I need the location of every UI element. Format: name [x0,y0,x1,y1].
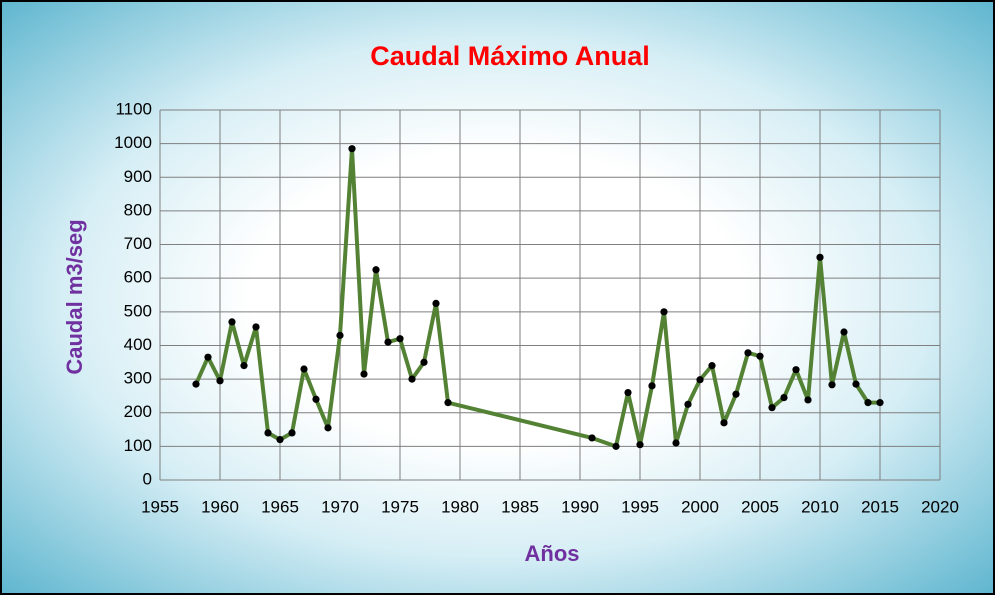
y-tick-label: 800 [124,200,152,219]
y-tick-label: 100 [124,436,152,455]
data-point [804,396,812,404]
x-tick-label: 2015 [861,497,899,516]
x-tick-label: 1975 [381,497,419,516]
x-tick-label: 1955 [141,497,179,516]
x-tick-label: 2020 [921,497,959,516]
data-point [780,393,788,402]
data-point [336,331,344,339]
data-point [372,266,380,274]
y-tick-label: 200 [124,402,152,421]
data-point [444,399,452,407]
y-tick-label: 600 [124,268,152,287]
data-point [876,399,884,407]
x-tick-label: 1970 [321,497,359,516]
x-tick-label: 1960 [201,497,239,516]
data-point [588,434,596,442]
x-tick-label: 2000 [681,497,719,516]
data-point [828,381,836,389]
data-point [300,365,308,373]
data-point [756,352,764,360]
x-tick-label: 1965 [261,497,299,516]
x-tick-label: 2010 [801,497,839,516]
data-point [624,388,632,397]
data-point [852,380,860,388]
data-point [288,429,296,437]
data-point [324,424,332,432]
data-point [696,376,704,384]
chart-title: Caudal Máximo Anual [370,41,650,71]
data-point [204,353,212,361]
data-point [660,308,668,316]
data-point [864,399,872,407]
y-tick-label: 300 [124,369,152,388]
data-point [348,145,356,153]
data-point [384,338,392,346]
data-point [636,441,644,449]
x-tick-label: 1980 [441,497,479,516]
data-point [264,429,272,437]
y-tick-label: 400 [124,335,152,354]
data-point [240,362,248,370]
data-point [396,335,404,343]
x-tick-label: 2005 [741,497,779,516]
data-point [360,370,368,378]
data-point [612,442,620,450]
x-axis-label: Años [525,541,580,566]
y-tick-label: 1100 [115,99,152,118]
y-tick-label: 1000 [114,133,152,152]
y-axis-label: Caudal m3/seg [62,219,87,374]
data-point [252,323,260,331]
data-point [732,390,740,398]
data-point [216,377,224,385]
y-tick-label: 700 [124,234,152,253]
y-tick-label: 500 [124,301,152,320]
data-point [312,395,320,403]
data-point [684,400,692,408]
data-point [408,375,416,383]
y-tick-label: 900 [124,167,152,186]
data-point [672,439,680,447]
data-point [720,419,728,427]
x-tick-label: 1990 [561,497,599,516]
data-point [420,358,428,366]
data-point [792,366,800,374]
data-point [432,299,440,308]
data-point [840,328,848,336]
data-point [816,253,824,261]
x-tick-label: 1985 [501,497,539,516]
data-point [648,382,656,390]
data-point [768,404,776,412]
data-line [194,146,880,449]
x-tick-label: 1995 [621,497,659,516]
data-point [192,380,200,388]
data-point [744,349,752,357]
data-point [708,362,716,370]
data-point [276,436,284,444]
data-point [228,318,236,326]
y-tick-label: 0 [143,469,152,488]
